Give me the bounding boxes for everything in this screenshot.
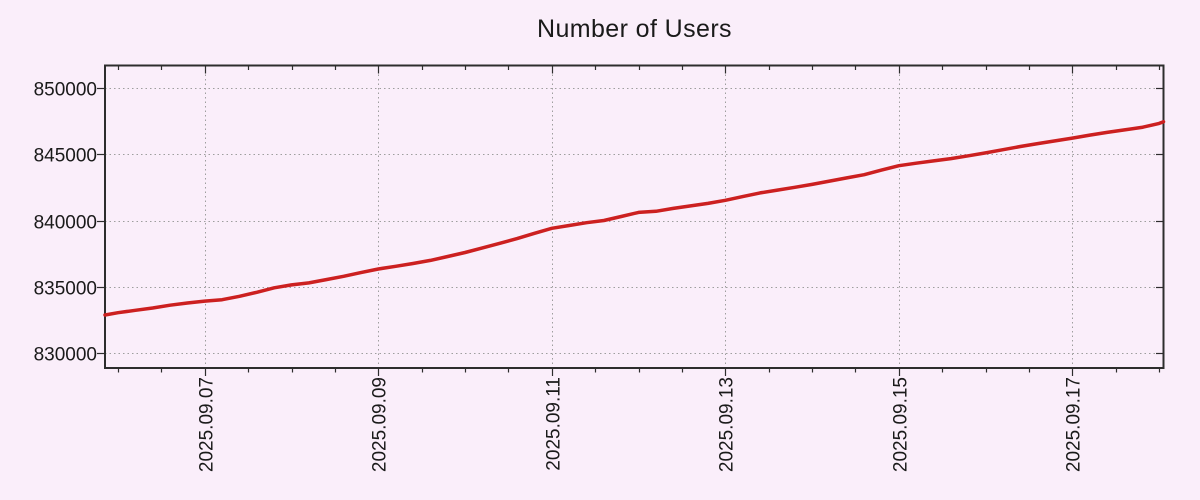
y-axis-tick-label: 830000: [34, 345, 97, 366]
chart-title: Number of Users: [537, 15, 732, 43]
y-axis-tick-label: 850000: [34, 80, 97, 101]
plot-border: [104, 64, 1165, 369]
x-axis-tick-label: 2025.09.11: [544, 377, 565, 471]
users-series-line: [103, 119, 1166, 317]
x-axis-tick-label: 2025.09.09: [370, 377, 391, 472]
x-axis-tick-label: 2025.09.15: [891, 377, 912, 472]
x-axis-tick-label: 2025.09.17: [1064, 377, 1085, 472]
x-axis-tick-label: 2025.09.07: [197, 377, 218, 472]
y-axis-tick-label: 835000: [34, 279, 97, 300]
y-axis-tick-label: 840000: [34, 213, 97, 234]
y-axis-tick-label: 845000: [34, 146, 97, 167]
x-axis-tick-label: 2025.09.13: [717, 377, 738, 472]
